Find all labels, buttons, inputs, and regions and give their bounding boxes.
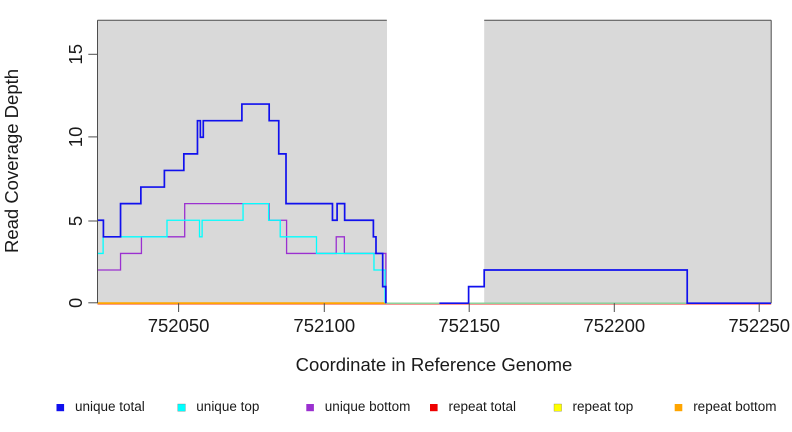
svg-text:Read Coverage Depth: Read Coverage Depth xyxy=(1,69,22,253)
svg-text:repeat bottom: repeat bottom xyxy=(693,399,776,414)
svg-text:0: 0 xyxy=(65,298,86,308)
svg-text:752250: 752250 xyxy=(728,315,790,336)
svg-text:unique top: unique top xyxy=(196,399,259,414)
svg-text:5: 5 xyxy=(65,216,86,226)
svg-text:15: 15 xyxy=(65,44,86,65)
svg-text:unique total: unique total xyxy=(75,399,145,414)
svg-text:repeat total: repeat total xyxy=(449,399,517,414)
svg-text:10: 10 xyxy=(65,127,86,148)
svg-text:752200: 752200 xyxy=(583,315,645,336)
svg-text:Coordinate in Reference Genome: Coordinate in Reference Genome xyxy=(296,354,573,375)
svg-text:unique bottom: unique bottom xyxy=(325,399,411,414)
svg-text:repeat top: repeat top xyxy=(573,399,634,414)
svg-text:752050: 752050 xyxy=(148,315,210,336)
svg-text:752150: 752150 xyxy=(438,315,500,336)
svg-text:752100: 752100 xyxy=(293,315,355,336)
